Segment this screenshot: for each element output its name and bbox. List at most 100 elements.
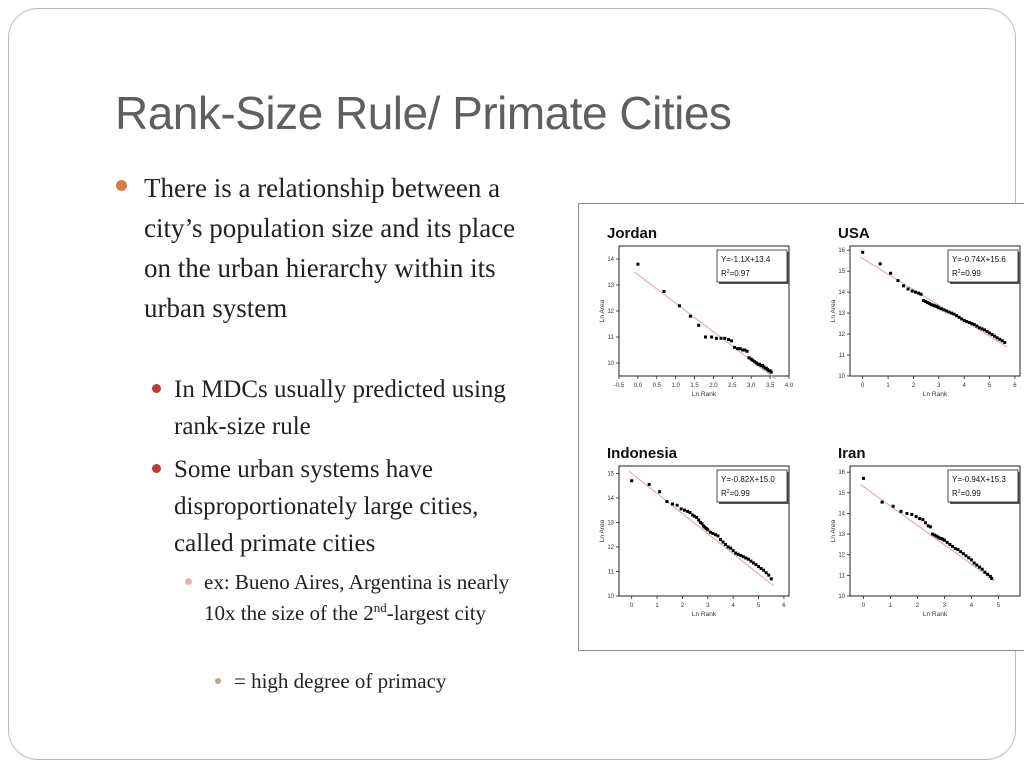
data-point [937, 306, 941, 310]
data-point [924, 521, 928, 525]
data-point [711, 531, 715, 535]
y-tick-label: 13 [838, 311, 845, 317]
bullet3-text-start: ex: Bueno Aires, Argentina is nearly 10x… [204, 570, 510, 625]
data-point [700, 522, 704, 526]
x-tick-label: 2.5 [728, 383, 737, 389]
x-tick-label: 5 [988, 383, 992, 389]
y-tick-label: 10 [607, 361, 614, 367]
data-point [936, 535, 940, 539]
data-point [769, 370, 773, 374]
y-tick-label: 11 [839, 353, 846, 359]
y-tick-label: 14 [607, 257, 614, 263]
data-point [928, 525, 932, 529]
data-point [896, 279, 900, 283]
data-point [767, 573, 771, 577]
r-squared-exponent: 2 [958, 269, 961, 275]
r-squared-value: =0.97 [730, 269, 751, 278]
data-point [688, 314, 692, 318]
data-point [939, 307, 943, 311]
data-point [704, 335, 708, 339]
x-tick-label: 0 [630, 603, 634, 609]
x-tick-label: 4 [970, 603, 974, 609]
data-point [995, 336, 999, 340]
data-point [721, 540, 725, 544]
data-point [861, 476, 865, 480]
data-point [745, 349, 749, 353]
regression-line [628, 470, 775, 587]
equation-box [947, 249, 1019, 283]
data-point [723, 336, 727, 340]
data-point [905, 511, 909, 515]
r-squared-value: =0.99 [961, 489, 982, 498]
equation-text: Y=-0.82X+15.0 [721, 475, 775, 484]
data-point [933, 533, 937, 537]
data-point [693, 514, 697, 518]
data-point [957, 315, 961, 319]
data-point [736, 552, 740, 556]
equation-box [947, 469, 1019, 503]
y-tick-label: 13 [607, 520, 614, 526]
data-point [675, 503, 679, 507]
data-point [861, 250, 865, 254]
x-tick-label: 1 [889, 603, 893, 609]
y-tick-label: 14 [607, 496, 614, 502]
data-point [970, 322, 974, 326]
y-tick-label: 11 [608, 569, 615, 575]
data-point [749, 357, 753, 361]
data-point [706, 528, 710, 532]
data-point [729, 546, 733, 550]
x-axis-label: Ln Rank [692, 391, 717, 398]
y-tick-label: 12 [838, 332, 845, 338]
data-point [983, 570, 987, 574]
x-tick-label: 5 [757, 603, 761, 609]
x-tick-label: -0.5 [614, 383, 625, 389]
data-point [754, 563, 758, 567]
data-point [978, 565, 982, 569]
x-axis-label: Ln Rank [923, 611, 948, 618]
data-point [967, 321, 971, 325]
y-tick-label: 12 [607, 309, 614, 315]
y-tick-label: 10 [838, 374, 845, 380]
data-point [910, 289, 914, 293]
data-point [938, 536, 942, 540]
data-point [686, 509, 690, 513]
data-point [630, 479, 634, 483]
data-point [972, 323, 976, 327]
data-point [697, 518, 701, 522]
data-point [738, 347, 742, 351]
rank-size-charts-panel: Jordan -0.5 0.0 0.5 1.0 1.5 2.0 2.5 3.0 3.5 4.0 10 1… [578, 203, 1024, 651]
data-point [724, 542, 728, 546]
r-squared-text: R2=0.97 [721, 269, 750, 278]
data-point [665, 500, 669, 504]
equation-text: Y=-0.94X+15.3 [952, 475, 1006, 484]
data-point [747, 356, 751, 360]
y-axis-label: Ln Area [830, 519, 837, 542]
data-point [935, 534, 939, 538]
data-point [769, 577, 773, 581]
data-point [964, 554, 968, 558]
data-point [714, 336, 718, 340]
data-point [899, 509, 903, 513]
data-point [906, 287, 910, 291]
bullet-level2-mdcs: In MDCs usually predicted using rank-siz… [174, 376, 506, 440]
bullet-level1-relationship: There is a relationship between a city’s… [144, 173, 516, 323]
data-point [662, 290, 666, 293]
data-point [921, 518, 925, 522]
data-point [759, 567, 763, 571]
data-point [998, 337, 1002, 341]
data-point [682, 508, 686, 512]
r-squared-symbol: R [952, 489, 958, 498]
equation-box [716, 249, 788, 283]
bullet-marker-level4 [215, 678, 221, 684]
x-tick-label: 6 [782, 603, 786, 609]
chart-title: Jordan [607, 225, 657, 242]
x-tick-label: 4.0 [785, 383, 794, 389]
data-point [947, 310, 951, 314]
data-point [878, 262, 882, 266]
data-point [922, 299, 926, 303]
slide-title: Rank-Size Rule/ Primate Cities [115, 87, 732, 139]
data-point [731, 549, 735, 553]
chart-title: Iran [838, 445, 866, 462]
data-point [691, 513, 695, 517]
